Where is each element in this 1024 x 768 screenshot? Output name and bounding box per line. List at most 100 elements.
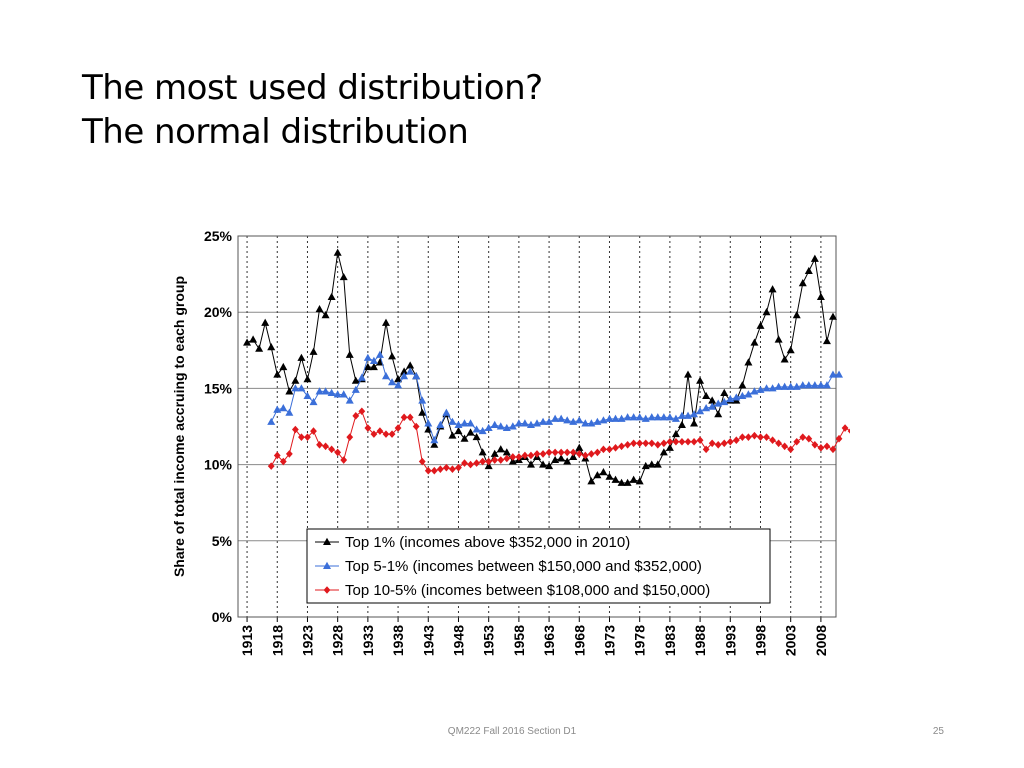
legend-item: Top 5-1% (incomes between $150,000 and $… — [315, 558, 702, 575]
data-point — [575, 450, 583, 458]
data-point — [351, 376, 360, 384]
data-point — [485, 457, 493, 466]
data-point — [762, 308, 771, 316]
data-point — [394, 381, 403, 389]
data-point — [460, 434, 469, 442]
x-tick-label: 1963 — [541, 625, 557, 656]
legend-box — [306, 528, 771, 604]
data-point — [569, 417, 578, 425]
data-point — [629, 475, 638, 483]
data-point — [424, 419, 433, 427]
x-tick-label: 1998 — [752, 625, 768, 656]
data-point — [653, 460, 662, 468]
data-point — [774, 335, 783, 343]
data-point — [267, 417, 276, 425]
data-point — [677, 411, 686, 419]
data-point — [708, 396, 717, 404]
data-point — [472, 432, 481, 441]
data-point — [508, 422, 517, 430]
data-point — [811, 440, 819, 449]
data-point — [418, 457, 426, 466]
data-point — [285, 387, 294, 395]
legend-label: Top 1% (incomes above $352,000 in 2010) — [345, 534, 630, 551]
data-point — [750, 338, 759, 346]
data-point — [659, 448, 668, 456]
series-2 — [267, 350, 844, 444]
data-point — [539, 460, 548, 468]
y-tick-label: 0% — [212, 609, 233, 625]
data-point — [418, 396, 427, 404]
data-point — [581, 419, 590, 427]
data-point — [304, 433, 311, 441]
data-point — [345, 396, 354, 404]
data-point — [654, 440, 662, 449]
data-point — [786, 346, 795, 354]
data-point — [822, 336, 831, 345]
data-point — [557, 448, 565, 457]
data-point — [763, 433, 770, 441]
data-point — [472, 425, 481, 433]
data-point — [600, 445, 607, 454]
data-point — [424, 466, 432, 475]
data-point — [376, 427, 384, 435]
data-point — [514, 419, 523, 427]
data-point — [478, 448, 487, 456]
data-point — [442, 463, 450, 472]
data-point — [334, 448, 342, 457]
data-point — [810, 254, 819, 262]
data-point — [436, 465, 444, 473]
data-point — [751, 431, 758, 440]
data-point — [629, 413, 638, 421]
data-point — [702, 445, 710, 454]
data-point — [744, 390, 753, 398]
data-point — [769, 436, 776, 445]
data-point — [557, 414, 566, 422]
data-point — [394, 375, 403, 383]
data-point — [509, 453, 517, 461]
data-point — [479, 457, 487, 466]
data-point — [810, 381, 819, 389]
data-point — [328, 445, 336, 454]
data-point — [816, 292, 825, 300]
data-point — [551, 448, 559, 457]
data-point — [793, 437, 801, 446]
data-point — [690, 410, 699, 418]
x-tick-label: 1933 — [360, 625, 376, 656]
data-point — [515, 453, 523, 461]
data-point — [382, 430, 390, 438]
data-point — [671, 414, 680, 422]
data-point — [490, 449, 499, 457]
data-point — [684, 411, 693, 419]
data-point — [406, 361, 415, 369]
data-point — [243, 338, 252, 346]
data-point — [732, 436, 740, 445]
data-point — [490, 420, 499, 428]
data-point — [412, 372, 421, 380]
data-point — [346, 433, 354, 441]
data-point — [690, 419, 699, 427]
data-point — [503, 454, 511, 463]
data-point — [316, 440, 323, 449]
data-point — [593, 417, 602, 425]
data-point — [358, 407, 366, 416]
data-point — [835, 434, 843, 443]
data-point — [672, 437, 680, 446]
data-point — [291, 376, 300, 384]
data-point — [255, 344, 264, 352]
data-point — [623, 413, 632, 421]
data-point — [436, 420, 445, 428]
x-tick-label: 1928 — [330, 625, 346, 656]
data-point — [539, 450, 547, 458]
data-point — [551, 414, 560, 422]
data-point — [551, 455, 560, 464]
footer-text: QM222 Fall 2016 Section D1 — [447, 726, 577, 737]
data-point — [430, 440, 439, 448]
data-point — [647, 413, 656, 421]
data-point — [497, 456, 505, 464]
data-point — [484, 423, 493, 432]
x-tick-label: 1978 — [632, 625, 648, 656]
data-point — [805, 434, 813, 443]
data-point — [303, 391, 312, 400]
data-point — [671, 429, 680, 438]
data-point — [339, 272, 348, 281]
